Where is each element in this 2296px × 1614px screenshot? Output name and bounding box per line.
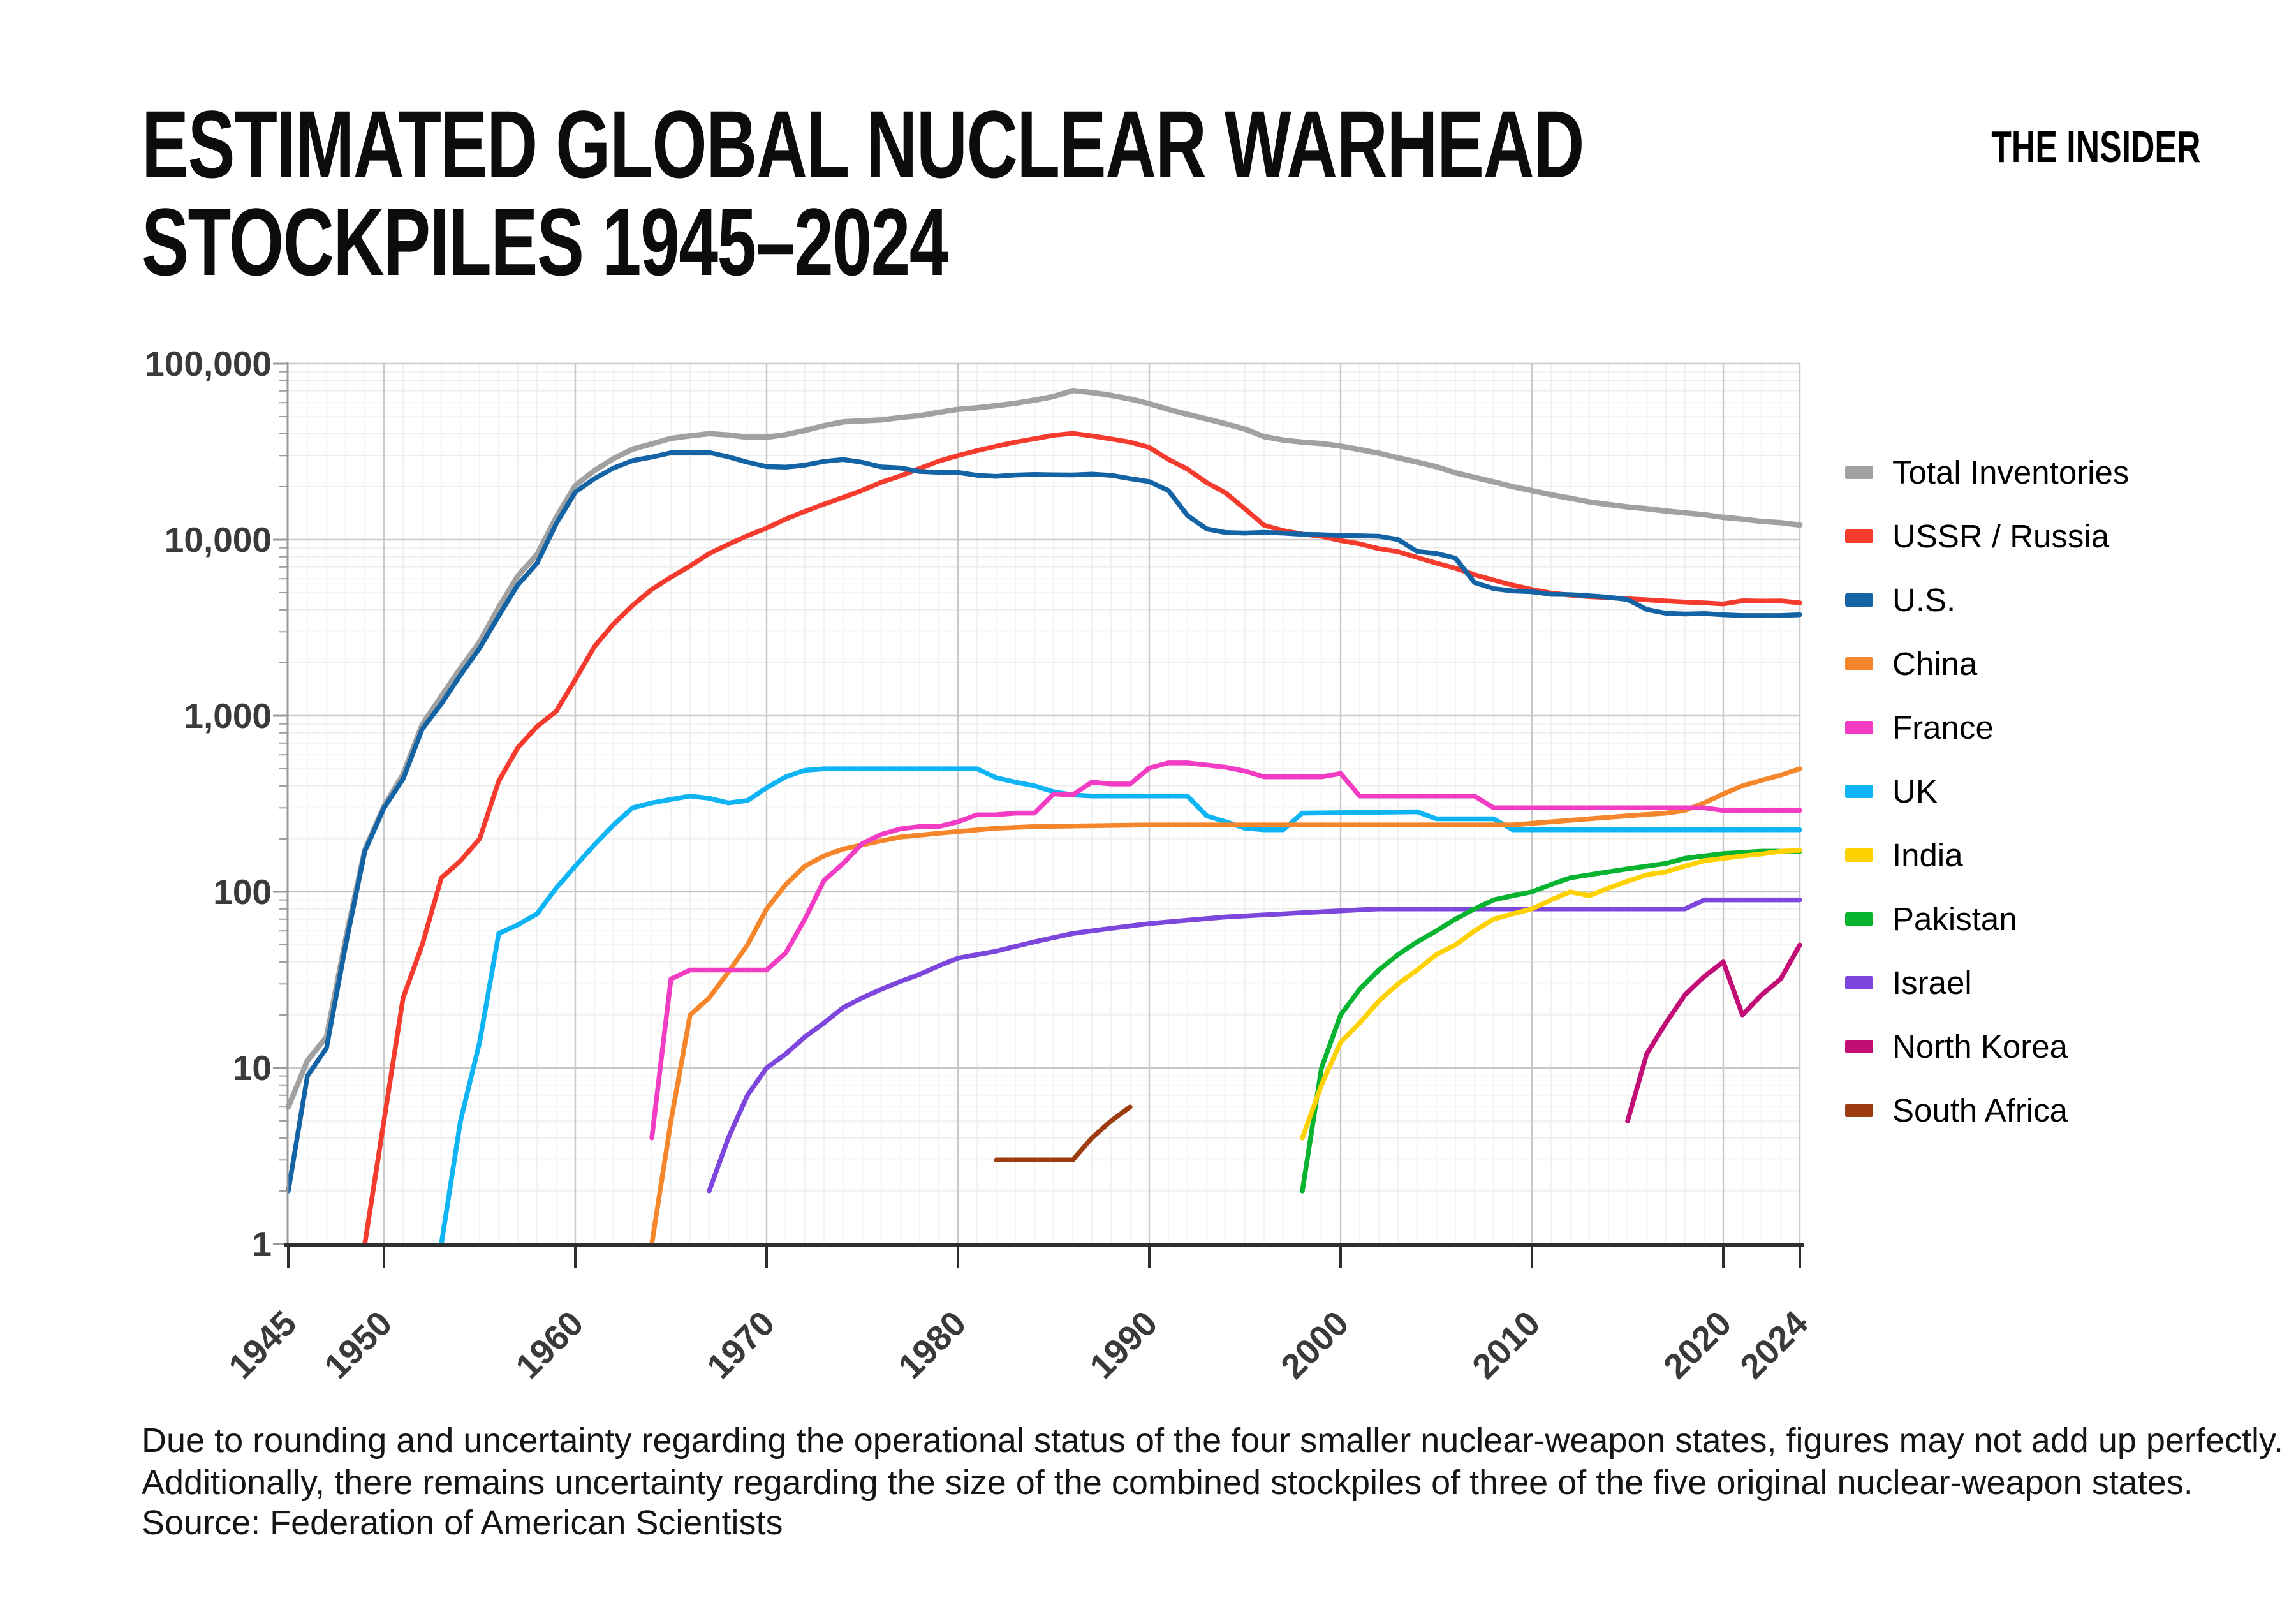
series-line-pakistan — [1300, 848, 1802, 1194]
legend-item-north_korea: North Korea — [1845, 1014, 2129, 1078]
legend-swatch-us — [1845, 593, 1873, 607]
series-line-uk — [439, 766, 1802, 1247]
series-line-india — [1300, 848, 1802, 1141]
x-tick-label: 2010 — [1464, 1303, 1547, 1386]
legend-swatch-china — [1845, 656, 1873, 670]
series-line-france — [649, 760, 1802, 1141]
legend-item-israel: Israel — [1845, 951, 2129, 1014]
page-title: ESTIMATED GLOBAL NUCLEAR WARHEAD STOCKPI… — [142, 96, 1584, 291]
logo-the-insider: THE INSIDER — [1991, 122, 2200, 172]
page-title-line2: STOCKPILES 1945–2024 — [142, 188, 949, 295]
series-line-north_korea — [1625, 942, 1802, 1123]
footnote: Due to rounding and uncertainty regardin… — [142, 1420, 2283, 1504]
y-tick-label: 10 — [233, 1048, 272, 1088]
legend-swatch-south_africa — [1845, 1103, 1873, 1117]
legend-item-us: U.S. — [1845, 568, 2129, 632]
y-tick-label: 1 — [252, 1224, 272, 1264]
legend-label-pakistan: Pakistan — [1892, 900, 2017, 937]
axis-labels: 1 10 100 1,000 10,000 100,000 1945 1950 1960 1970… — [145, 344, 1816, 1386]
grid-major — [288, 362, 1801, 1244]
legend-swatch-ussr_russia — [1845, 529, 1873, 543]
x-tick-label: 2000 — [1273, 1303, 1356, 1386]
chart-legend: Total Inventories USSR / Russia U.S. China F… — [1845, 440, 2129, 1142]
footnote-line1: Due to rounding and uncertainty regardin… — [142, 1421, 2283, 1460]
legend-swatch-total — [1845, 465, 1873, 479]
legend-label-france: France — [1892, 709, 1994, 746]
x-tick-label: 2020 — [1656, 1303, 1739, 1386]
x-tick-label: 1970 — [699, 1303, 782, 1386]
legend-swatch-israel — [1845, 975, 1873, 989]
y-tick-label: 100,000 — [145, 344, 272, 383]
x-tick-label: 1980 — [890, 1303, 973, 1386]
y-tick-label: 100 — [213, 872, 272, 912]
x-tick-label: 2024 — [1732, 1303, 1816, 1386]
x-tick-label: 1945 — [221, 1303, 304, 1386]
y-tick-label: 1,000 — [184, 696, 272, 736]
legend-item-pakistan: Pakistan — [1845, 887, 2129, 951]
legend-label-india: India — [1892, 836, 1963, 873]
x-tick-label: 1990 — [1082, 1303, 1165, 1386]
legend-swatch-uk — [1845, 784, 1873, 798]
x-tick-label: 1960 — [508, 1303, 591, 1386]
series-line-total — [285, 387, 1803, 1110]
legend-item-china: China — [1845, 632, 2129, 695]
series-line-us — [286, 450, 1802, 1194]
legend-swatch-france — [1845, 720, 1873, 734]
page-title-line1: ESTIMATED GLOBAL NUCLEAR WARHEAD — [142, 91, 1584, 198]
footnote-line2: Additionally, there remains uncertainty … — [142, 1463, 2193, 1502]
legend-label-north_korea: North Korea — [1892, 1028, 2068, 1065]
legend-label-ussr_russia: USSR / Russia — [1892, 517, 2110, 554]
legend-item-india: India — [1845, 823, 2129, 887]
legend-item-total: Total Inventories — [1845, 440, 2129, 504]
x-tick-label: 1950 — [316, 1303, 399, 1386]
legend-label-china: China — [1892, 645, 1978, 682]
legend-item-france: France — [1845, 695, 2129, 759]
legend-label-israel: Israel — [1892, 964, 1972, 1001]
series-line-south_africa — [994, 1104, 1133, 1163]
legend-swatch-pakistan — [1845, 912, 1873, 926]
legend-label-us: U.S. — [1892, 581, 1956, 618]
legend-item-uk: UK — [1845, 759, 2129, 823]
legend-swatch-india — [1845, 848, 1873, 862]
legend-item-south_africa: South Africa — [1845, 1078, 2129, 1142]
legend-item-ussr_russia: USSR / Russia — [1845, 504, 2129, 568]
axes — [273, 362, 1804, 1268]
legend-label-south_africa: South Africa — [1892, 1092, 2068, 1129]
source-note: Source: Federation of American Scientist… — [142, 1504, 783, 1542]
legend-label-total: Total Inventories — [1892, 454, 2130, 491]
legend-swatch-north_korea — [1845, 1039, 1873, 1053]
series-lines — [285, 387, 1803, 1247]
series-line-israel — [707, 897, 1802, 1194]
y-tick-label: 10,000 — [165, 520, 272, 559]
legend-label-uk: UK — [1892, 773, 1938, 810]
